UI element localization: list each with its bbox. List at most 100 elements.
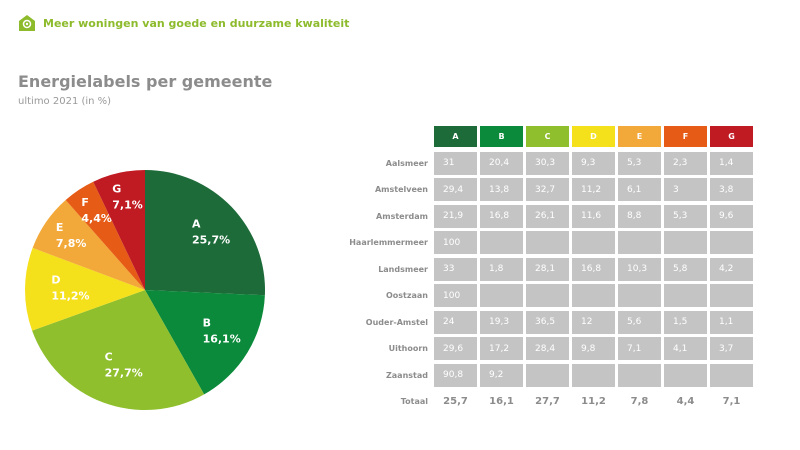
pie-slice-C [32,290,205,411]
table-cell: 28,4 [526,337,569,360]
pie-slice-A [145,170,265,296]
table-cell [480,231,523,254]
table-cell [664,231,707,254]
table-cell: 1,8 [480,257,523,281]
table-cell: 31 [434,151,477,175]
pie-label-value: 25,7% [192,234,230,247]
table-cell: 32,7 [526,178,569,201]
table-cell: 12 [572,310,615,334]
table-cell: 3,7 [710,337,753,360]
row-label: Aalsmeer [385,158,428,168]
table-cell: 24 [434,310,477,334]
tagline: Meer woningen van goede en duurzame kwal… [43,16,350,30]
column-header-B: B [480,126,523,147]
table-cell: 4,2 [710,257,753,281]
table-cell [572,363,615,387]
column-header-C: C [526,126,569,147]
row-label: Uithoorn [388,344,428,353]
pie-label-category: D [51,273,60,286]
table-cell: 9,6 [710,204,753,228]
table-row: Aalsmeer 31 20,4 30,3 9,3 5,3 2,3 1,4 [340,151,756,175]
pie-label-value: 11,2% [51,289,89,302]
table-cell: 8,8 [618,204,661,228]
row-label: Zaanstad [385,370,428,380]
column-header-D: D [572,126,615,147]
pie-label-category: C [105,351,113,364]
table-cell: 100 [434,231,477,254]
table-row: Ouder-Amstel 24 19,3 36,5 12 5,6 1,5 1,1 [340,310,756,334]
column-header-F: F [664,126,707,147]
table-row: Amstelveen 29,4 13,8 32,7 11,2 6,1 3 3,8 [340,178,756,201]
table-cell: 11,6 [572,204,615,228]
table-cell [480,284,523,307]
table-row: Oostzaan 100 [340,284,756,307]
row-label: Landsmeer [378,264,428,274]
table-cell: 33 [434,257,477,281]
table-cell: 100 [434,284,477,307]
pie-slice-E [32,199,145,290]
row-label: Ouder-Amstel [365,317,428,327]
header: Meer woningen van goede en duurzame kwal… [18,14,349,32]
table-cell: 9,3 [572,151,615,175]
pie-slice-F [65,181,145,290]
table-row: Uithoorn 29,6 17,2 28,4 9,8 7,1 4,1 3,7 [340,337,756,360]
table-row: Haarlemmermeer 100 [340,231,756,254]
table-cell: 2,3 [664,151,707,175]
table-cell [618,284,661,307]
table-cell [618,363,661,387]
table-cell: 5,3 [664,204,707,228]
table-cell: 36,5 [526,310,569,334]
pie-label-value: 27,7% [105,367,143,380]
data-table: A B C D E F G Aalsmeer 31 20,4 30,3 9,3 5,3 2,3 1,4 Ams… [340,125,756,417]
table-cell: 1,1 [710,310,753,334]
table-cell: 90,8 [434,363,477,387]
table-cell: 20,4 [480,151,523,175]
pie-label-category: F [81,196,89,209]
table-cell: 16,8 [572,257,615,281]
column-header-E: E [618,126,661,147]
column-header-A: A [434,126,477,147]
table-cell [710,284,753,307]
table-cell [664,284,707,307]
table-cell: 11,2 [581,396,606,407]
table-cell: 29,6 [434,337,477,360]
pie-label-category: B [203,317,211,330]
table-cell: 30,3 [526,151,569,175]
table-cell: 16,8 [480,204,523,228]
pie-label-value: 16,1% [203,333,241,346]
table-cell: 7,8 [630,396,649,407]
table-cell: 7,1 [722,396,741,407]
table-cell [526,363,569,387]
column-header-G: G [710,126,753,147]
pie-label-category: E [56,221,64,234]
pie-slice-D [25,247,146,331]
table-cell [618,231,661,254]
table-cell: 17,2 [480,337,523,360]
pie-label-value: 7,8% [56,237,87,250]
table-cell: 19,3 [480,310,523,334]
page-title: Energielabels per gemeente [18,72,273,91]
table-cell: 25,7 [443,396,468,407]
table-cell: 4,1 [664,337,707,360]
table-cell: 26,1 [526,204,569,228]
page-subtitle: ultimo 2021 (in %) [18,96,112,107]
table-cell: 5,6 [618,310,661,334]
table-row: Landsmeer 33 1,8 28,1 16,8 10,3 5,8 4,2 [340,257,756,281]
table-cell: 4,4 [676,396,695,407]
table-cell [710,363,753,387]
table-cell [526,231,569,254]
pie-label-category: G [112,183,121,196]
table-cell [572,284,615,307]
row-label: Amstelveen [374,185,428,194]
pie-slice-G [93,170,145,290]
row-label: Amsterdam [376,211,428,221]
house-flower-icon [19,15,35,31]
pie-label-value: 7,1% [112,199,143,212]
table-cell: 16,1 [489,396,514,407]
pie-slice-B [145,290,265,395]
table-cell [664,363,707,387]
table-cell: 9,8 [572,337,615,360]
pie-label-value: 4,4% [81,212,112,225]
row-label: Haarlemmermeer [349,238,428,247]
